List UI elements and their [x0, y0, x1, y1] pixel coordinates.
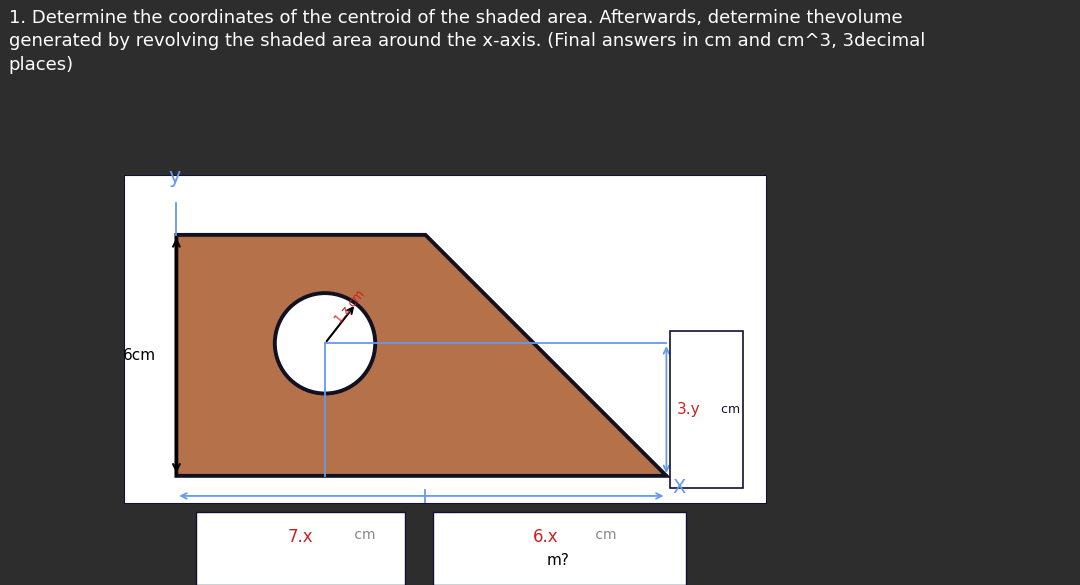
Circle shape [274, 293, 375, 394]
Polygon shape [176, 235, 666, 476]
Text: cm: cm [350, 528, 375, 542]
Text: X: X [673, 478, 686, 497]
Text: m?: m? [546, 553, 569, 568]
Text: 7.x: 7.x [288, 528, 313, 546]
Text: 6.x: 6.x [534, 528, 558, 546]
Bar [671, 331, 743, 488]
Text: y: y [168, 167, 180, 187]
Text: 3.y: 3.y [676, 402, 700, 417]
Text: cm: cm [591, 528, 617, 542]
Text: cm: cm [717, 403, 740, 416]
Text: 1. Determine the coordinates of the centroid of the shaded area. Afterwards, det: 1. Determine the coordinates of the cent… [9, 9, 924, 74]
Text: 1.z cm: 1.z cm [333, 287, 367, 325]
Text: 6cm: 6cm [123, 348, 157, 363]
